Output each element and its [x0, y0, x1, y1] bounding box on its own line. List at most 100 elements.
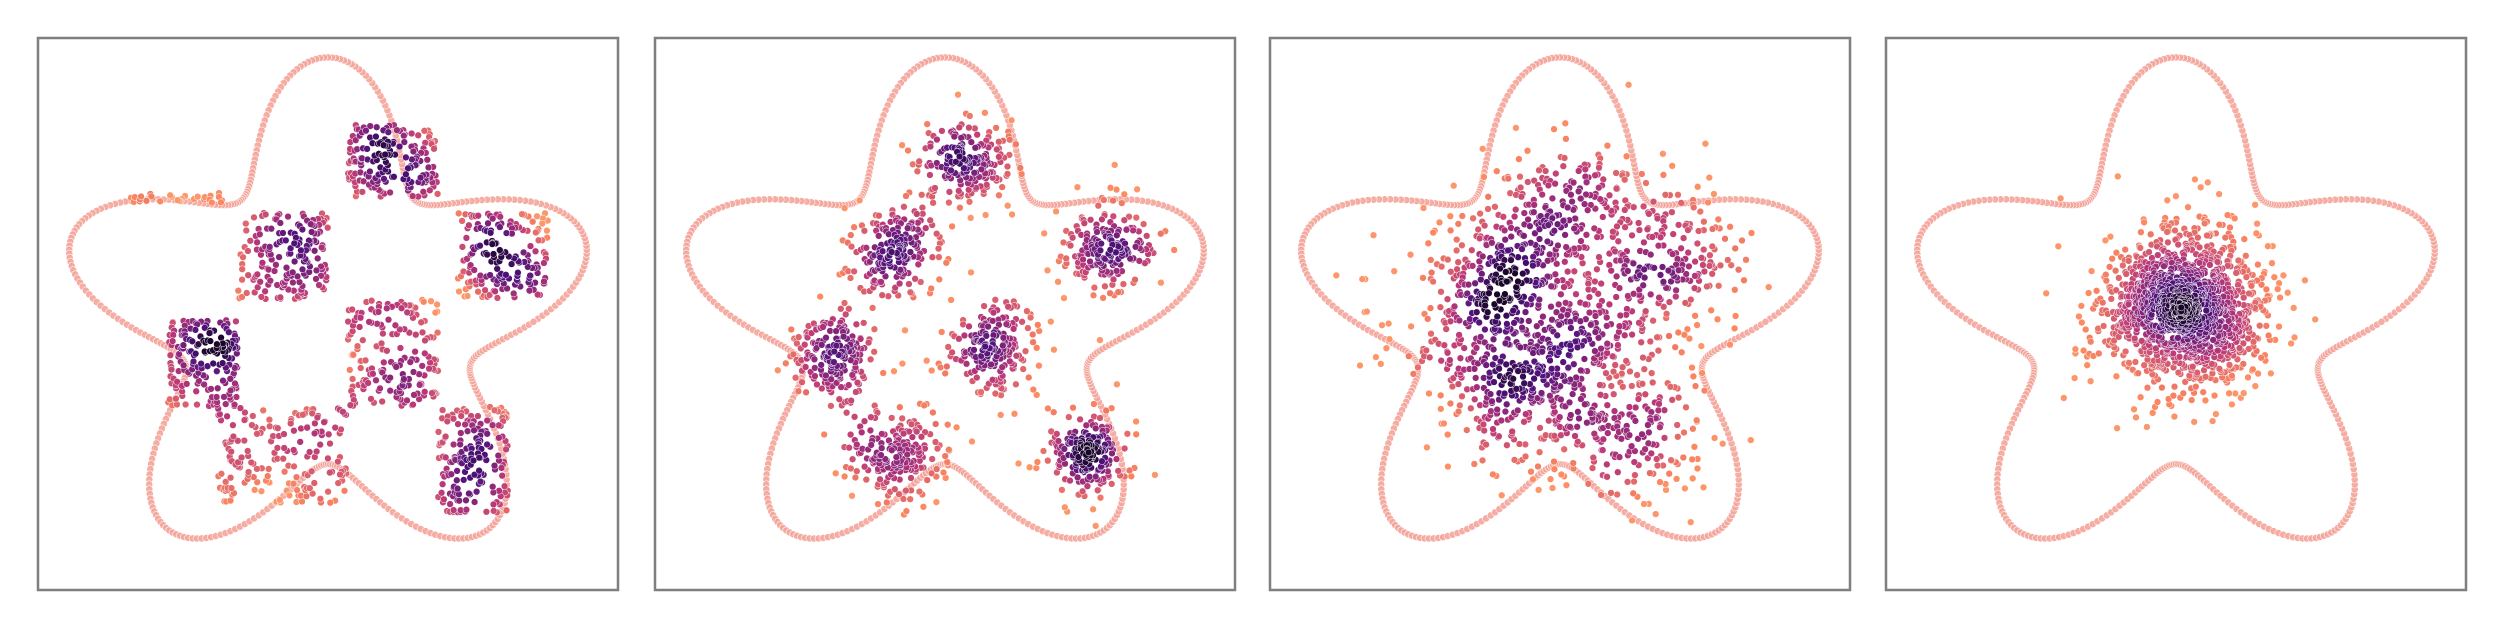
sample-point: [1044, 457, 1052, 465]
sample-point: [1139, 220, 1148, 228]
sample-point: [474, 212, 482, 220]
sample-point: [875, 232, 883, 240]
sample-point: [934, 244, 943, 253]
sample-point: [258, 259, 267, 267]
sample-point: [840, 204, 849, 212]
sample-point: [1659, 150, 1667, 158]
sample-point: [502, 506, 511, 514]
sample-point: [1603, 339, 1611, 348]
sample-point: [242, 219, 250, 228]
sample-point: [1436, 303, 1445, 311]
sample-point: [928, 366, 936, 375]
sample-point: [1662, 310, 1671, 318]
sample-point: [373, 123, 381, 131]
sample-point: [257, 487, 266, 495]
sample-point: [853, 467, 861, 475]
sample-point: [433, 300, 441, 309]
sample-point: [1471, 395, 1479, 403]
sample-point: [1668, 208, 1676, 216]
sample-point: [1446, 317, 1455, 325]
sample-point: [1066, 476, 1074, 485]
sample-point: [1710, 190, 1718, 198]
sample-point: [276, 293, 284, 301]
sample-point: [1550, 432, 1558, 440]
sample-point: [1010, 410, 1019, 418]
sample-point: [174, 196, 182, 204]
sample-point: [1488, 239, 1496, 247]
sample-point: [858, 428, 866, 437]
sample-point: [498, 472, 506, 480]
sample-point: [1591, 347, 1599, 355]
sample-point: [1610, 407, 1619, 415]
sample-point: [1546, 250, 1554, 259]
sample-point: [1489, 345, 1498, 354]
sample-point: [1132, 213, 1140, 222]
sample-point: [1574, 408, 1582, 416]
sample-point: [1510, 456, 1519, 464]
sample-point: [147, 192, 155, 201]
sample-point: [970, 346, 978, 354]
sample-point: [1538, 190, 1546, 199]
sample-point: [1693, 239, 1702, 248]
sample-point: [1437, 357, 1445, 365]
sample-point: [967, 268, 975, 277]
sample-point: [223, 412, 231, 420]
sample-point: [1530, 201, 1538, 209]
sample-point: [1659, 278, 1668, 286]
sample-point: [238, 276, 246, 284]
sample-point: [1090, 283, 1099, 292]
sample-point: [902, 507, 911, 515]
sample-point: [540, 259, 548, 267]
sample-point: [1554, 241, 1562, 250]
sample-point: [1556, 413, 1564, 421]
sample-point: [302, 492, 311, 500]
sample-point: [465, 489, 473, 498]
sample-point: [1106, 289, 1114, 297]
sample-point: [941, 452, 949, 460]
sample-point: [1687, 295, 1695, 304]
sample-point: [1568, 390, 1577, 398]
sample-point: [326, 468, 334, 477]
sample-point: [954, 91, 962, 99]
sample-point: [1684, 226, 1692, 234]
sample-point: [297, 424, 305, 433]
sample-point: [1454, 258, 1462, 266]
sample-point: [372, 376, 380, 384]
sample-point: [495, 421, 503, 429]
sample-point: [1659, 171, 1668, 179]
sample-point: [1076, 415, 1084, 424]
sample-point: [1688, 363, 1696, 372]
boundary-point: [1146, 317, 1155, 326]
sample-point: [1507, 224, 1515, 232]
sample-point: [1006, 136, 1014, 144]
sample-point: [205, 329, 214, 337]
sample-point: [1625, 403, 1634, 411]
sample-point: [419, 188, 427, 196]
sample-point: [1503, 441, 1511, 449]
sample-point: [1674, 328, 1682, 337]
sample-point: [1726, 223, 1734, 231]
sample-point: [264, 265, 273, 274]
sample-point: [137, 192, 145, 201]
sample-point: [1060, 294, 1068, 302]
sample-point: [331, 423, 339, 432]
sample-point: [486, 271, 494, 279]
sample-point: [1708, 270, 1716, 278]
sample-point: [802, 388, 810, 396]
sample-point: [1625, 431, 1634, 439]
sample-point: [1113, 380, 1121, 388]
sample-point: [443, 417, 451, 426]
sample-point: [1646, 337, 1654, 346]
sample-point: [1708, 242, 1716, 251]
sample-point: [1587, 321, 1595, 329]
sample-point: [1628, 330, 1636, 339]
sample-point: [1106, 246, 1114, 254]
sample-point: [884, 292, 892, 300]
sample-point: [1484, 193, 1492, 201]
sample-point: [1591, 277, 1599, 286]
sample-point: [1689, 372, 1698, 381]
sample-point: [312, 266, 321, 275]
sample-point: [265, 465, 273, 473]
panel-3: [1268, 36, 1852, 592]
sample-point: [826, 319, 835, 328]
